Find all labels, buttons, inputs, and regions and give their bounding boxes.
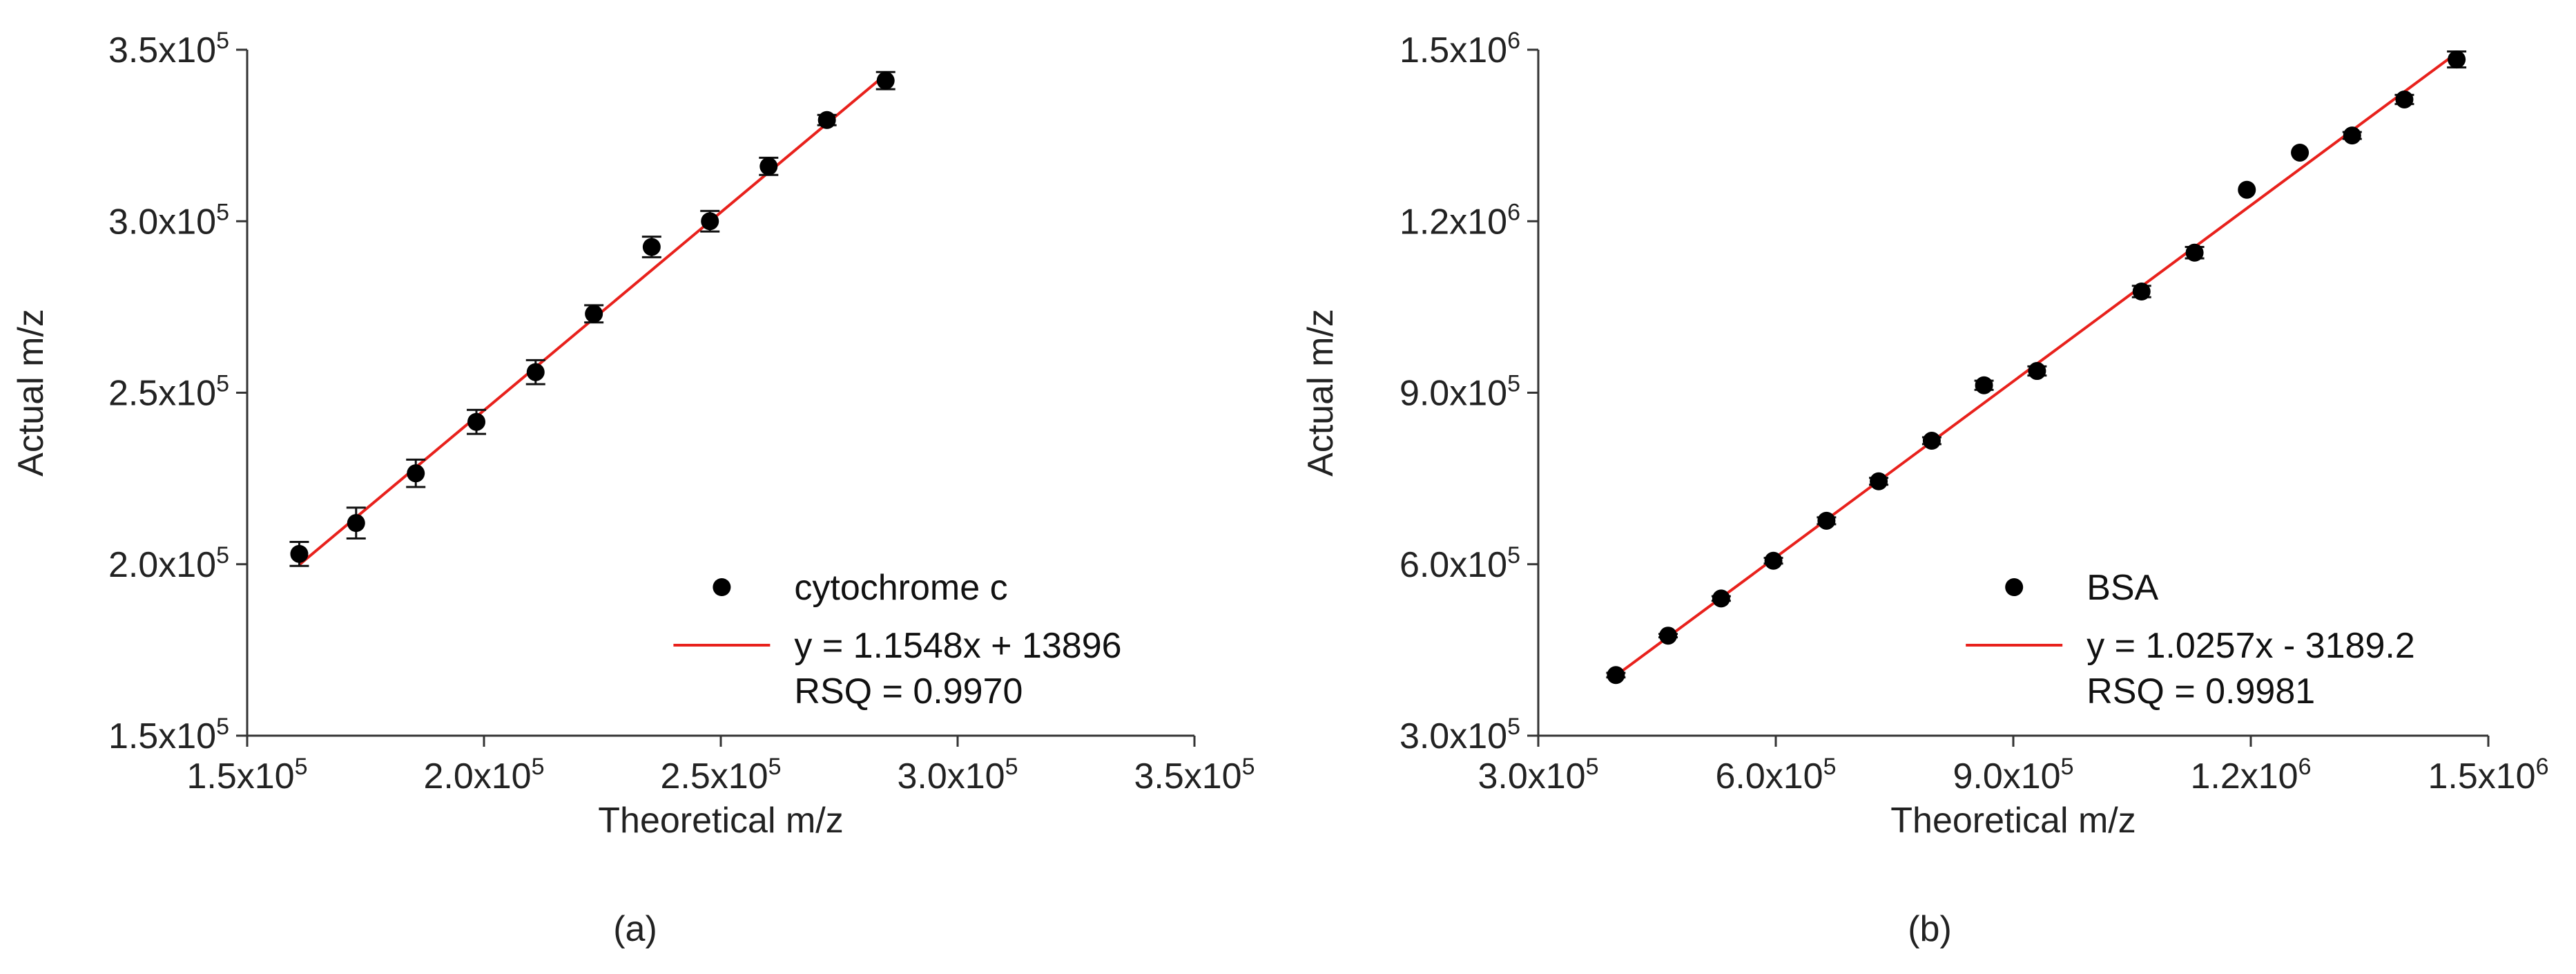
y-tick-label: 9.0x105	[1400, 371, 1520, 414]
legend: cytochrome c y = 1.1548x + 13896 RSQ = 0.9…	[673, 568, 1122, 712]
data-point	[1764, 551, 1783, 570]
x-tick-label: 6.0x105	[1715, 754, 1836, 796]
data-point	[2238, 180, 2256, 199]
chart-panel-a: 1.5x105 2.0x105 2.5x105 3.0x105 3.5x105 1.5x1…	[11, 28, 1255, 949]
x-axis-title: Theoretical m/z	[598, 801, 843, 841]
data-point	[642, 238, 661, 256]
data-point	[467, 412, 486, 431]
x-tick-label: 9.0x105	[1953, 754, 2073, 796]
data-point	[1975, 376, 1993, 394]
legend-fit-equation: y = 1.1548x + 13896	[794, 626, 1121, 666]
data-point	[526, 363, 545, 381]
x-tick-label: 3.0x105	[897, 754, 1018, 796]
data-point	[347, 514, 365, 533]
data-point	[701, 212, 719, 231]
data-point	[2395, 90, 2414, 108]
data-point	[1922, 432, 1941, 450]
data-point	[876, 71, 895, 90]
legend-rsq: RSQ = 0.9981	[2086, 671, 2315, 712]
y-axis-title: Actual m/z	[1301, 309, 1341, 477]
legend-fit-equation: y = 1.0257x - 3189.2	[2086, 626, 2415, 666]
legend-marker	[713, 578, 731, 596]
chart-panel-b: 3.0x105 6.0x105 9.0x105 1.2x106 1.5x106 3.0x1…	[1301, 28, 2549, 949]
y-tick-label: 1.2x106	[1400, 199, 1520, 242]
data-point	[407, 464, 425, 483]
y-tick-label: 6.0x105	[1400, 542, 1520, 585]
y-tick-label: 3.0x105	[1400, 714, 1520, 756]
y-tick-label: 1.5x106	[1400, 28, 1520, 70]
data-point	[585, 305, 603, 323]
x-tick-label: 1.5x106	[2428, 754, 2548, 796]
data-point	[1712, 589, 1730, 608]
data-point	[1870, 472, 1888, 490]
data-point	[2291, 143, 2309, 162]
data-point	[2028, 362, 2046, 381]
y-tick-label: 3.0x105	[108, 199, 229, 242]
x-tick-label: 2.0x105	[423, 754, 544, 796]
data-point	[2448, 50, 2466, 69]
data-point	[1817, 511, 1836, 530]
legend-series-name: cytochrome c	[794, 568, 1007, 608]
data-point	[1607, 666, 1625, 685]
legend-rsq: RSQ = 0.9970	[794, 671, 1023, 712]
x-tick-label: 3.0x105	[1478, 754, 1598, 796]
x-tick-label: 1.2x106	[2190, 754, 2311, 796]
y-tick-label: 3.5x105	[108, 28, 229, 70]
legend-series-name: BSA	[2086, 568, 2158, 608]
data-point	[1659, 627, 1678, 645]
y-axis-title: Actual m/z	[11, 309, 51, 477]
data-point	[817, 111, 836, 129]
data-point	[2185, 243, 2204, 262]
y-tick-label: 2.5x105	[108, 371, 229, 414]
panel-label: (a)	[613, 909, 657, 949]
x-axis-title: Theoretical m/z	[1890, 801, 2136, 841]
data-point	[2343, 126, 2361, 145]
legend: BSA y = 1.0257x - 3189.2 RSQ = 0.9981	[1966, 568, 2415, 712]
panel-label: (b)	[1908, 909, 1952, 949]
y-tick-label: 2.0x105	[108, 542, 229, 585]
data-point	[2132, 283, 2151, 301]
data-point	[759, 157, 778, 175]
y-tick-label: 1.5x105	[108, 714, 229, 756]
data-point	[290, 544, 309, 563]
x-tick-label: 3.5x105	[1134, 754, 1255, 796]
legend-marker	[2005, 578, 2024, 596]
x-tick-label: 1.5x105	[186, 754, 307, 796]
x-tick-label: 2.5x105	[660, 754, 781, 796]
